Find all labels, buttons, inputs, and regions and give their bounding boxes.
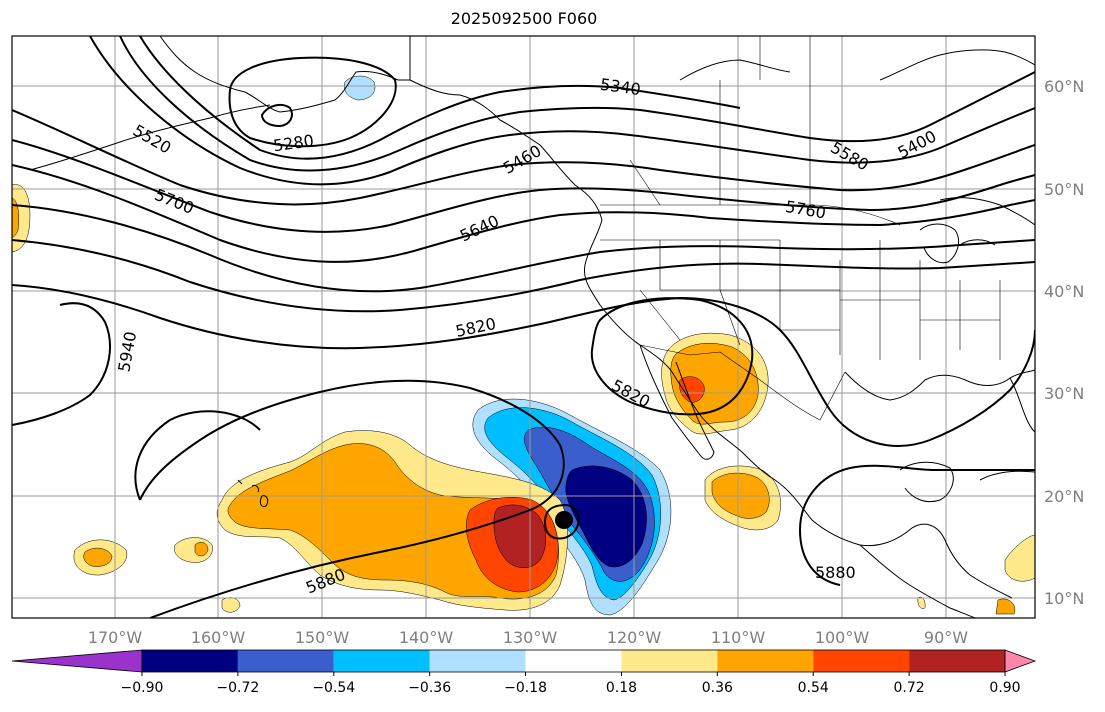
longitude-label: 160°W	[191, 628, 246, 647]
colorbar-label: −0.90	[121, 680, 164, 696]
colorbar-label: −0.72	[216, 680, 259, 696]
latitude-label: 20°N	[1044, 487, 1084, 506]
colorbar-label: 0.72	[894, 680, 925, 696]
map-title: 2025092500 F060	[450, 9, 598, 28]
colorbar: −0.90 −0.72 −0.54 −0.36 −0.18 0.18 0.36 0.54 0.7…	[11, 649, 1037, 696]
colorbar-label: 0.90	[989, 680, 1020, 696]
colorbar-label: 0.36	[702, 680, 733, 696]
contour-5580	[12, 139, 1035, 233]
colorbar-segment	[237, 650, 334, 672]
colorbar-segment	[813, 650, 910, 672]
longitude-label: 140°W	[399, 628, 454, 647]
positive-anomaly-caribbean-3	[917, 596, 926, 609]
coastline-north-america	[409, 36, 1013, 599]
colorbar-segment	[525, 650, 622, 672]
colorbar-segment	[909, 650, 1005, 672]
colorbar-segment	[142, 650, 238, 672]
contour-5820-north	[12, 284, 931, 447]
latitude-label: 10°N	[1044, 589, 1084, 608]
contour-5520	[12, 109, 1035, 206]
latitude-label: 50°N	[1044, 180, 1084, 199]
contour-label-5880-gulf: 5880	[815, 563, 856, 582]
longitude-label: 110°W	[711, 628, 766, 647]
positive-anomaly-small-1-inner	[83, 547, 113, 567]
longitude-label: 150°W	[295, 628, 350, 647]
colorbar-label: −0.18	[504, 680, 547, 696]
coastline-hawaii	[237, 479, 269, 507]
coastline-cuba	[979, 470, 1035, 481]
contour-5940	[12, 302, 111, 426]
positive-anomaly-small-2-inner	[194, 542, 209, 557]
coastline-alaska	[159, 36, 410, 113]
latitude-label: 30°N	[1044, 384, 1084, 403]
coastline-canada-north	[679, 49, 1035, 81]
coastline-florida	[1009, 377, 1035, 433]
contour-5820-sw	[590, 297, 754, 416]
colorbar-label: −0.54	[312, 680, 355, 696]
colorbar-label: 0.18	[606, 680, 637, 696]
latitude-labels: 60°N 50°N 40°N 30°N 20°N 10°N	[1044, 77, 1084, 608]
colorbar-label: −0.36	[408, 680, 451, 696]
contour-5760	[12, 239, 1035, 313]
colorbar-label: 0.54	[798, 680, 829, 696]
coastline-aleutians	[29, 104, 271, 171]
colorbar-extend-high	[1004, 649, 1037, 673]
longitude-labels: 170°W 160°W 150°W 140°W 130°W 120°W 110°W 100°W…	[88, 628, 968, 647]
contour-5640	[12, 164, 1035, 263]
coastline-gulf	[844, 369, 1035, 401]
height-contours	[12, 36, 1035, 618]
contour-5400	[119, 36, 1035, 172]
negative-anomaly-072	[565, 465, 647, 568]
colorbar-segment	[621, 650, 718, 672]
storm-center-marker	[555, 511, 573, 529]
positive-anomaly-caribbean	[1004, 534, 1035, 582]
colorbar-segment	[717, 650, 814, 672]
latitude-label: 40°N	[1044, 282, 1084, 301]
contour-5460	[89, 36, 1035, 186]
contour-alaska-inner	[260, 103, 293, 128]
coastline-baja	[639, 344, 715, 460]
map-frame	[11, 35, 1036, 619]
longitude-label: 90°W	[924, 628, 968, 647]
colorbar-segment	[333, 650, 430, 672]
contour-5700	[12, 204, 1035, 293]
colorbar-extend-low	[11, 649, 143, 673]
contour-5280	[228, 56, 397, 148]
contour-5880	[139, 379, 565, 618]
coastline-central-america	[859, 544, 976, 618]
contour-storm-ring	[543, 503, 580, 540]
anomaly-shading	[12, 75, 1035, 616]
longitude-label: 120°W	[607, 628, 662, 647]
border-us-mexico	[639, 344, 846, 421]
contour-5880-gulf	[799, 464, 1035, 586]
positive-anomaly-small-4	[12, 184, 31, 253]
contour-5880-east	[929, 329, 1035, 441]
colorbar-outline	[141, 649, 1006, 673]
positive-anomaly-caribbean-2	[995, 598, 1016, 615]
coastline-yucatan	[899, 461, 954, 503]
longitude-label: 130°W	[503, 628, 558, 647]
contour-5880-west	[134, 410, 261, 501]
latitude-label: 60°N	[1044, 77, 1084, 96]
negative-anomaly-alaska	[344, 75, 376, 101]
colorbar-segment	[429, 650, 526, 672]
contour-5340	[139, 36, 741, 160]
longitude-label: 100°W	[815, 628, 870, 647]
border-us-states	[600, 239, 1001, 360]
border-canada-provinces	[629, 36, 811, 206]
longitude-label: 170°W	[88, 628, 143, 647]
